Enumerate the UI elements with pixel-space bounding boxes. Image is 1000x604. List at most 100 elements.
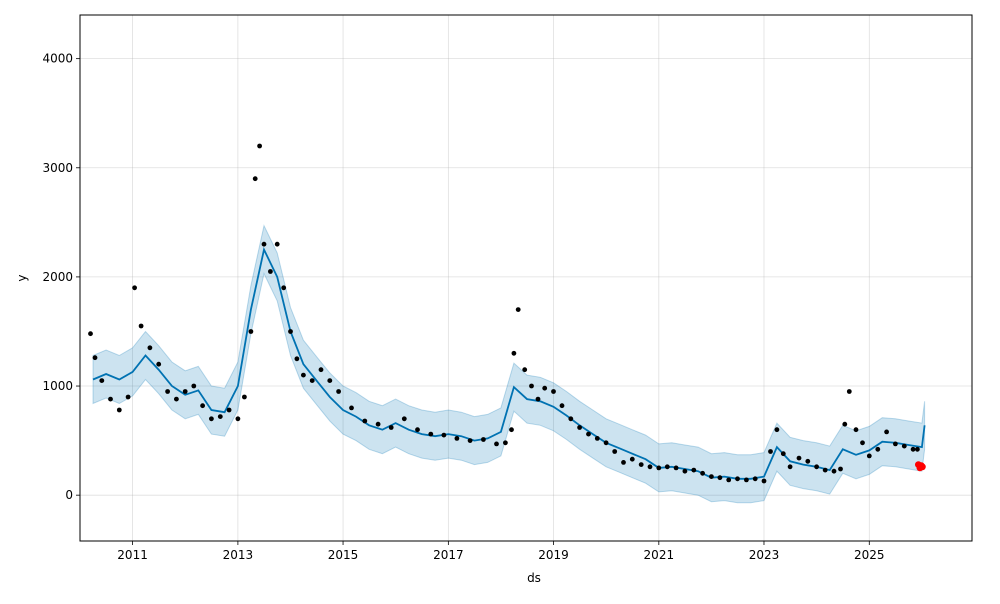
observed-point [735, 476, 740, 482]
observed-point [542, 385, 548, 391]
uncertainty-interval [92, 224, 926, 504]
observed-point [116, 407, 122, 413]
x-axis-label: ds [527, 571, 541, 585]
observed-point [261, 241, 267, 247]
x-tick-label: 2019 [538, 548, 569, 562]
forecast-line-layer [92, 246, 926, 480]
observed-point [182, 389, 188, 394]
observed-point [831, 468, 837, 474]
observed-point [901, 443, 907, 449]
observed-point [647, 464, 653, 470]
observed-point [709, 474, 714, 479]
observed-point [441, 432, 447, 438]
observed-point [822, 467, 828, 473]
observed-point [656, 465, 662, 471]
observed-point [761, 478, 767, 484]
observed-point [787, 464, 793, 470]
observed-point [257, 143, 262, 149]
observed-point [768, 449, 773, 454]
observed-point [248, 329, 254, 334]
interval-band-layer [92, 224, 926, 504]
grid-layer [80, 15, 972, 541]
observed-point [108, 396, 113, 402]
observed-point [388, 425, 394, 430]
observed-point [494, 441, 499, 447]
x-tick-label: 2021 [644, 548, 675, 562]
observed-point [226, 407, 232, 413]
observed-point [99, 378, 105, 383]
observed-point [252, 176, 258, 182]
y-tick-label: 4000 [42, 52, 73, 66]
observed-point [780, 451, 786, 457]
observed-point [503, 440, 508, 446]
observed-point [875, 446, 881, 452]
observed-point [156, 361, 162, 367]
forecast-line [92, 246, 926, 480]
observed-points-layer [88, 143, 920, 484]
observed-point [522, 367, 528, 373]
y-axis-label: y [15, 274, 29, 281]
observed-point [467, 438, 473, 443]
observed-point [752, 476, 758, 482]
observed-point [568, 416, 574, 422]
y-tick-label: 3000 [42, 161, 73, 175]
observed-point [88, 331, 93, 337]
observed-point [200, 403, 206, 409]
observed-point [301, 372, 306, 378]
observed-point [638, 462, 644, 467]
highlight-points-layer [915, 461, 926, 472]
observed-point [603, 440, 609, 446]
observed-point [147, 345, 153, 351]
x-tick-label: 2025 [854, 548, 885, 562]
observed-point [515, 307, 521, 312]
observed-point [217, 414, 223, 419]
observed-point [288, 329, 293, 334]
observed-point [846, 389, 852, 394]
observed-point [664, 464, 670, 470]
observed-point [428, 431, 434, 437]
observed-point [294, 356, 300, 362]
x-ticks: 2011 2013 2015 2017 2019 2021 2023 2025 [117, 541, 885, 562]
observed-point [915, 446, 920, 452]
observed-point [165, 389, 171, 394]
observed-point [629, 456, 635, 462]
x-tick-label: 2011 [117, 548, 148, 562]
observed-point [726, 477, 732, 483]
observed-point [700, 470, 705, 476]
x-tick-label: 2015 [328, 548, 359, 562]
y-tick-label: 2000 [42, 270, 73, 284]
observed-point [309, 378, 315, 383]
observed-point [805, 458, 811, 464]
observed-point [774, 427, 780, 433]
observed-point [682, 468, 688, 474]
observed-point [318, 367, 324, 373]
observed-point [242, 394, 247, 400]
observed-point [362, 418, 368, 424]
observed-point [281, 285, 287, 291]
observed-point [796, 455, 802, 461]
observed-point [454, 436, 460, 441]
observed-point [910, 446, 916, 452]
observed-point [268, 269, 273, 274]
observed-point [594, 436, 600, 441]
observed-point [401, 416, 407, 422]
observed-point [559, 403, 565, 409]
observed-point [327, 378, 333, 383]
observed-point [893, 441, 898, 447]
observed-point [191, 383, 197, 389]
observed-point [586, 431, 591, 437]
observed-point [577, 425, 582, 430]
observed-point [612, 449, 618, 454]
observed-point [415, 427, 420, 433]
observed-point [717, 475, 723, 481]
observed-point [838, 466, 843, 472]
observed-point [673, 465, 679, 471]
x-tick-label: 2023 [749, 548, 780, 562]
observed-point [132, 285, 138, 291]
observed-point [511, 350, 517, 356]
plot-frame [79, 14, 973, 542]
observed-point [551, 389, 556, 394]
observed-point [744, 477, 749, 483]
